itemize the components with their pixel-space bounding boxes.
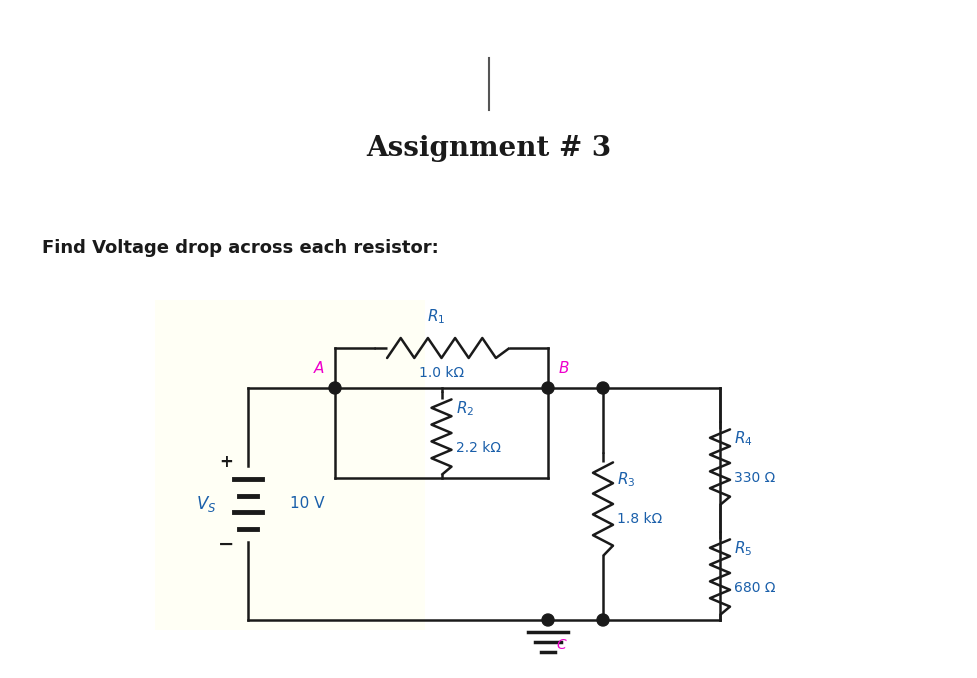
Text: 1.8 kΩ: 1.8 kΩ <box>616 512 661 526</box>
Text: Find Voltage drop across each resistor:: Find Voltage drop across each resistor: <box>42 239 439 257</box>
Text: $B$: $B$ <box>558 360 569 376</box>
Text: $R_1$: $R_1$ <box>427 307 446 326</box>
Text: $C$: $C$ <box>556 638 567 652</box>
Text: +: + <box>219 453 233 471</box>
Circle shape <box>328 382 341 394</box>
Text: −: − <box>218 534 234 553</box>
Text: 10 V: 10 V <box>290 496 324 511</box>
Text: $R_4$: $R_4$ <box>734 429 752 448</box>
Circle shape <box>541 382 553 394</box>
Text: 2.2 kΩ: 2.2 kΩ <box>455 441 500 455</box>
Circle shape <box>596 614 609 626</box>
Text: 680 Ω: 680 Ω <box>734 581 775 595</box>
Text: Assignment # 3: Assignment # 3 <box>366 134 611 161</box>
Text: $R_2$: $R_2$ <box>455 399 473 418</box>
Text: 330 Ω: 330 Ω <box>734 471 775 485</box>
Text: $V_S$: $V_S$ <box>195 494 216 514</box>
Text: 1.0 kΩ: 1.0 kΩ <box>418 366 464 380</box>
Circle shape <box>596 382 609 394</box>
Circle shape <box>541 614 553 626</box>
Text: $R_3$: $R_3$ <box>616 471 635 489</box>
Text: $R_5$: $R_5$ <box>734 539 751 558</box>
Text: $A$: $A$ <box>313 360 324 376</box>
FancyBboxPatch shape <box>154 300 425 630</box>
